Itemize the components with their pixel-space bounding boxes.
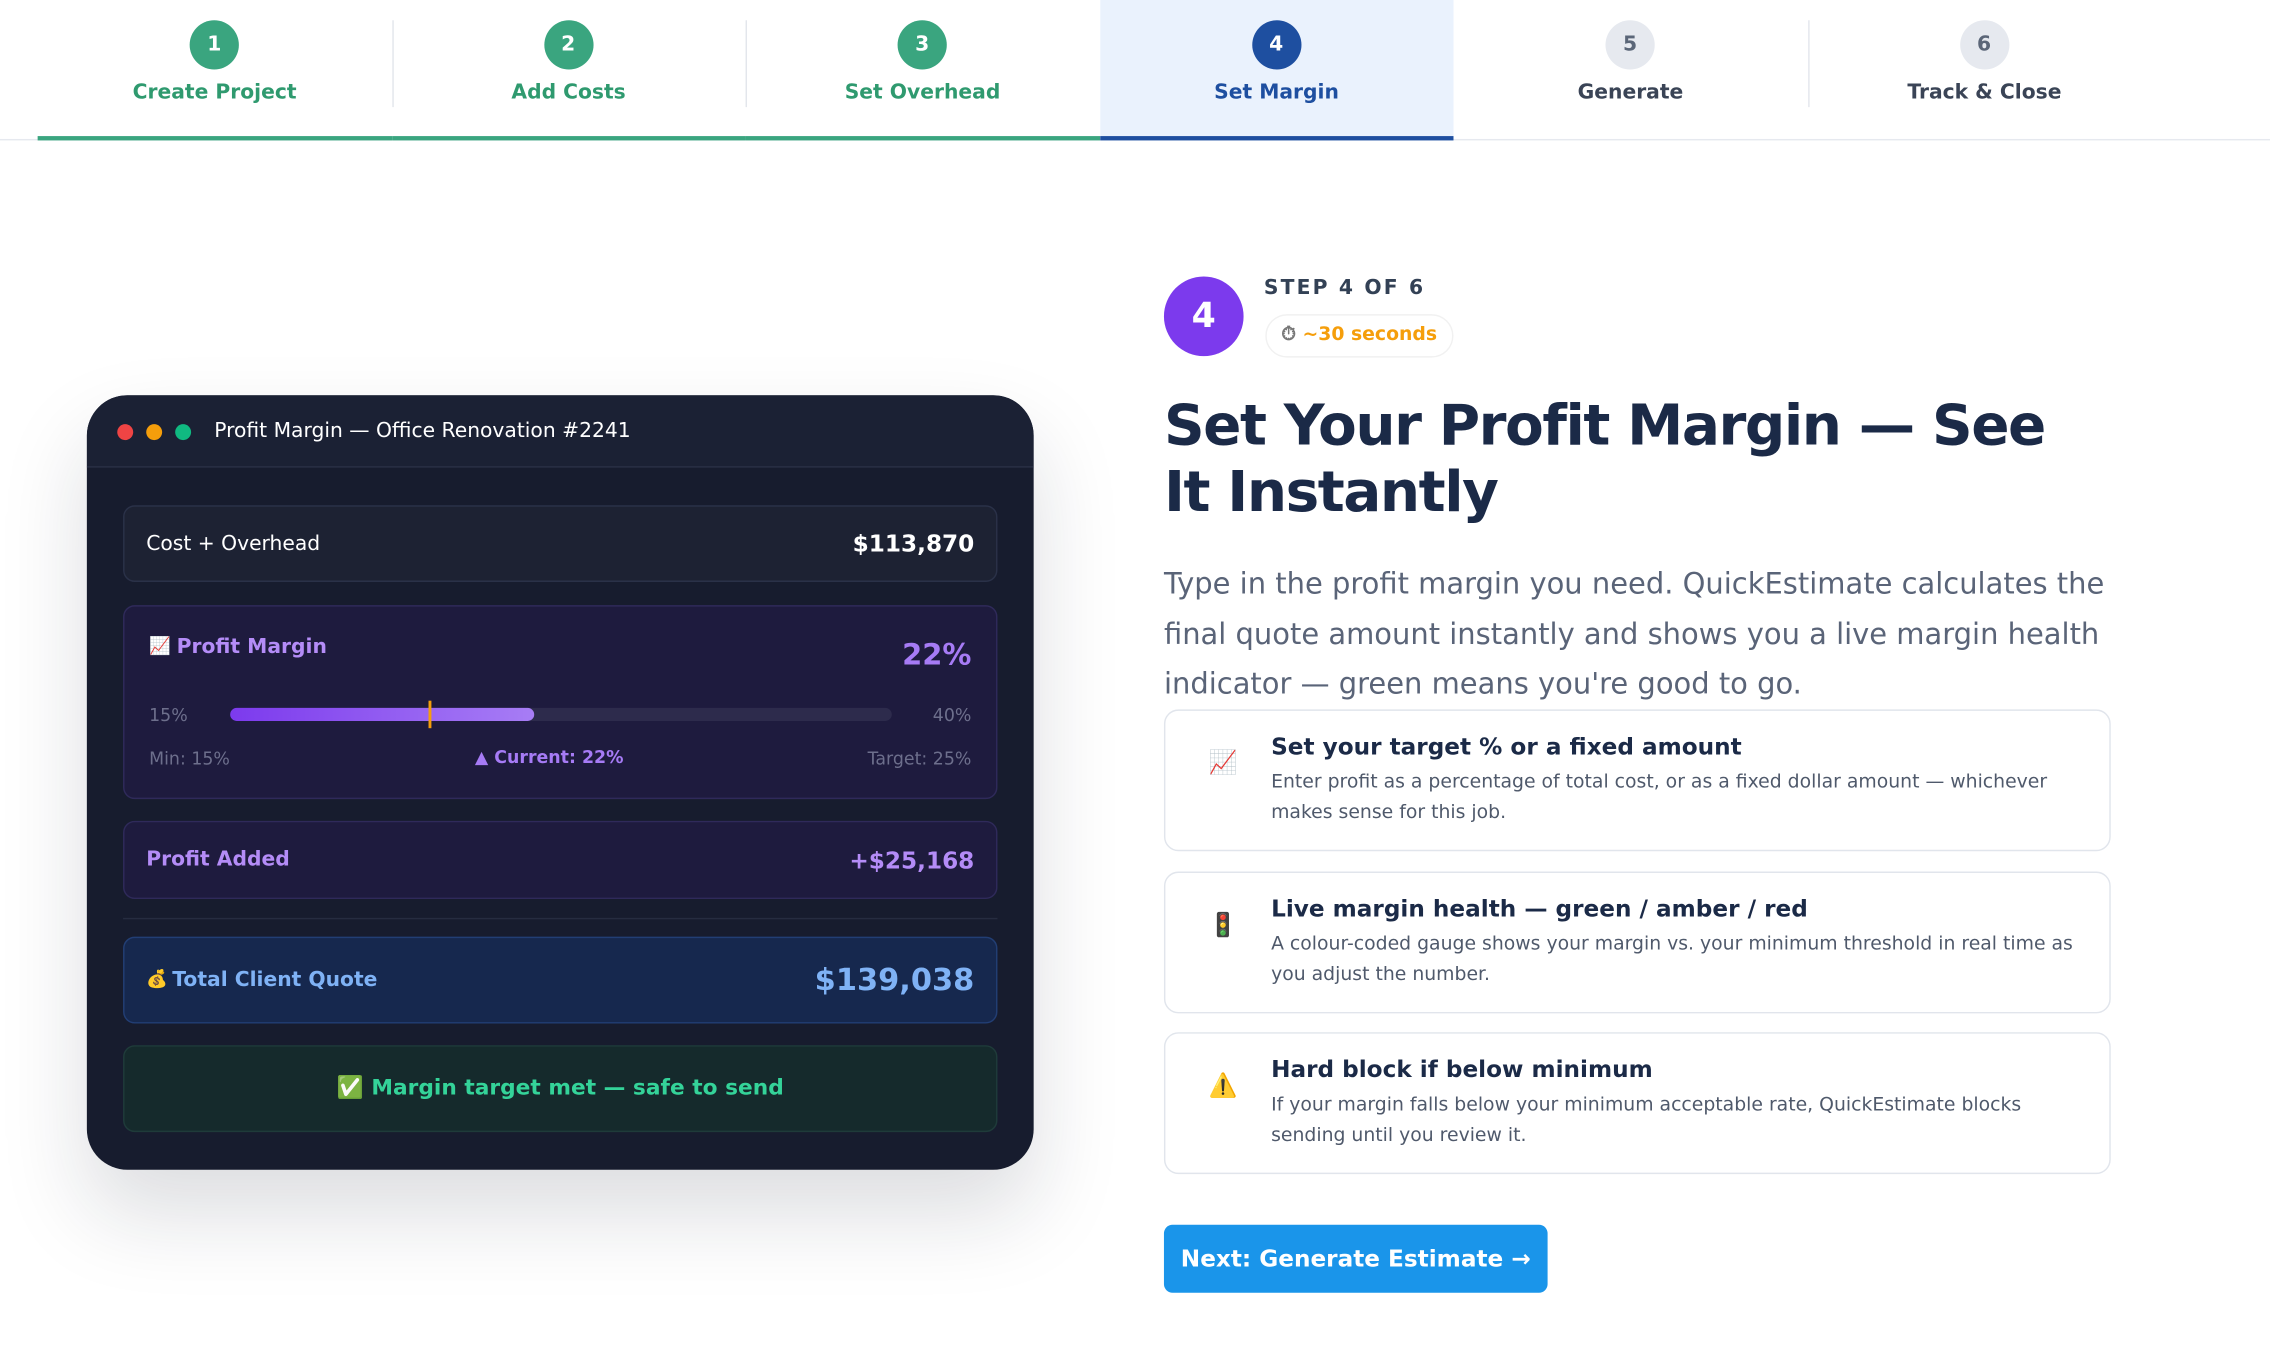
divider [123,917,998,920]
margin-value: 22% [902,636,972,672]
step-tab[interactable]: 4 Set Margin [1099,0,1454,141]
gauge-max: 40% [932,705,972,726]
step-tab[interactable]: 1 Create Project [37,0,392,141]
feature-text: A colour-coded gauge shows your margin v… [1271,933,2073,986]
status-row: ✅ Margin target met — safe to send [123,1045,998,1133]
profit-row: Profit Added +$25,168 [123,820,998,900]
next-button[interactable]: Next: Generate Estimate → [1163,1224,1548,1293]
margin-label: Profit Margin [176,635,327,659]
step-number: 4 [1251,20,1301,70]
step-number: 2 [543,20,593,70]
step-number: 1 [189,20,239,70]
step-tab[interactable]: 3 Set Overhead [745,0,1100,141]
card-title: Profit Margin — Office Renovation #2241 [214,419,631,443]
dot [117,424,134,441]
cost-label: Cost + Overhead [146,532,321,556]
total-row: 💰 Total Client Quote $139,038 [123,936,998,1024]
step-label: Track & Close [1907,81,2062,105]
feature-card: ⚠️ Hard block if below minimum If your mar… [1163,1032,2111,1175]
step-badge: 4 [1163,276,1244,357]
icon: 📈 [149,635,171,656]
tab-divider [391,20,394,108]
step-number: 6 [1959,20,2009,70]
feature-text: If your margin falls below your minimum … [1271,1094,2022,1147]
heading: Set Your Profit Margin — See It Instantl… [1163,393,2046,526]
feature-title: Live margin health — green / amber / red [1271,893,1808,922]
icon: 📈 [1208,748,1238,776]
tab-divider [1807,20,1809,108]
status: ✅ Margin target met — safe to send [125,1074,997,1100]
step-tab[interactable]: 2 Add Costs [391,0,746,141]
icon: 💰 [146,968,168,989]
gauge-min: 15% [149,705,188,726]
gauge-min-label: Min: 15% [149,748,230,769]
margin-row: 📈 Profit Margin 22% 15% 40% Min: 15% ▲ C… [123,605,998,800]
icon: 🚦 [1208,909,1238,938]
icon: ⏱ [1281,324,1296,347]
dot [146,424,163,441]
feature-card: 🚦 Live margin health — green / amber / re… [1163,870,2111,1013]
total-value: $139,038 [814,962,975,998]
step-label: Create Project [132,81,297,105]
profit-value: +$25,168 [849,846,975,875]
cost-value: $113,870 [852,529,975,558]
feature-title: Hard block if below minimum [1271,1055,1653,1083]
margin-card: Profit Margin — Office Renovation #2241 … [86,395,1034,1170]
feature-text: Enter profit as a percentage of total co… [1271,771,2048,824]
status-label: Margin target met — safe to send [371,1074,784,1101]
dot [175,424,192,441]
cost-row: Cost + Overhead $113,870 [123,505,998,582]
feature-card: 📈 Set your target % or a fixed amount Ente… [1163,709,2111,852]
feature-title: Set your target % or a fixed amount [1271,732,1742,761]
step-number: 3 [897,20,947,70]
step-label: STEP 4 OF 6 [1263,276,1426,300]
icon: ✅ [336,1074,364,1101]
step-label: Set Overhead [844,81,1001,105]
step-number: 5 [1605,20,1655,70]
title-bar: Profit Margin — Office Renovation #2241 [86,395,1034,468]
step-label: Generate [1577,81,1684,105]
gauge-marker [428,700,432,729]
gauge-current: ▲ Current: 22% [474,747,624,768]
step-label: Set Margin [1214,81,1339,105]
step-tab[interactable]: 6 Track & Close [1807,0,2161,140]
gauge-target: Target: 25% [867,748,972,769]
total-label: Total Client Quote [172,968,378,992]
profit-label: Profit Added [146,848,290,872]
tab-divider [745,20,748,108]
icon: ⚠️ [1208,1071,1238,1099]
time: ~30 seconds [1302,324,1438,347]
time-badge: ⏱ ~30 seconds [1265,314,1454,358]
step-label: Add Costs [511,81,626,105]
description: Type in the profit margin you need. Quic… [1163,566,2105,701]
step-nav: 1 Create Project 2 Add Costs 3 Set Overhead 4 S… [0,0,2270,141]
step-tab[interactable]: 5 Generate [1453,0,1807,140]
gauge-fill [230,707,535,721]
